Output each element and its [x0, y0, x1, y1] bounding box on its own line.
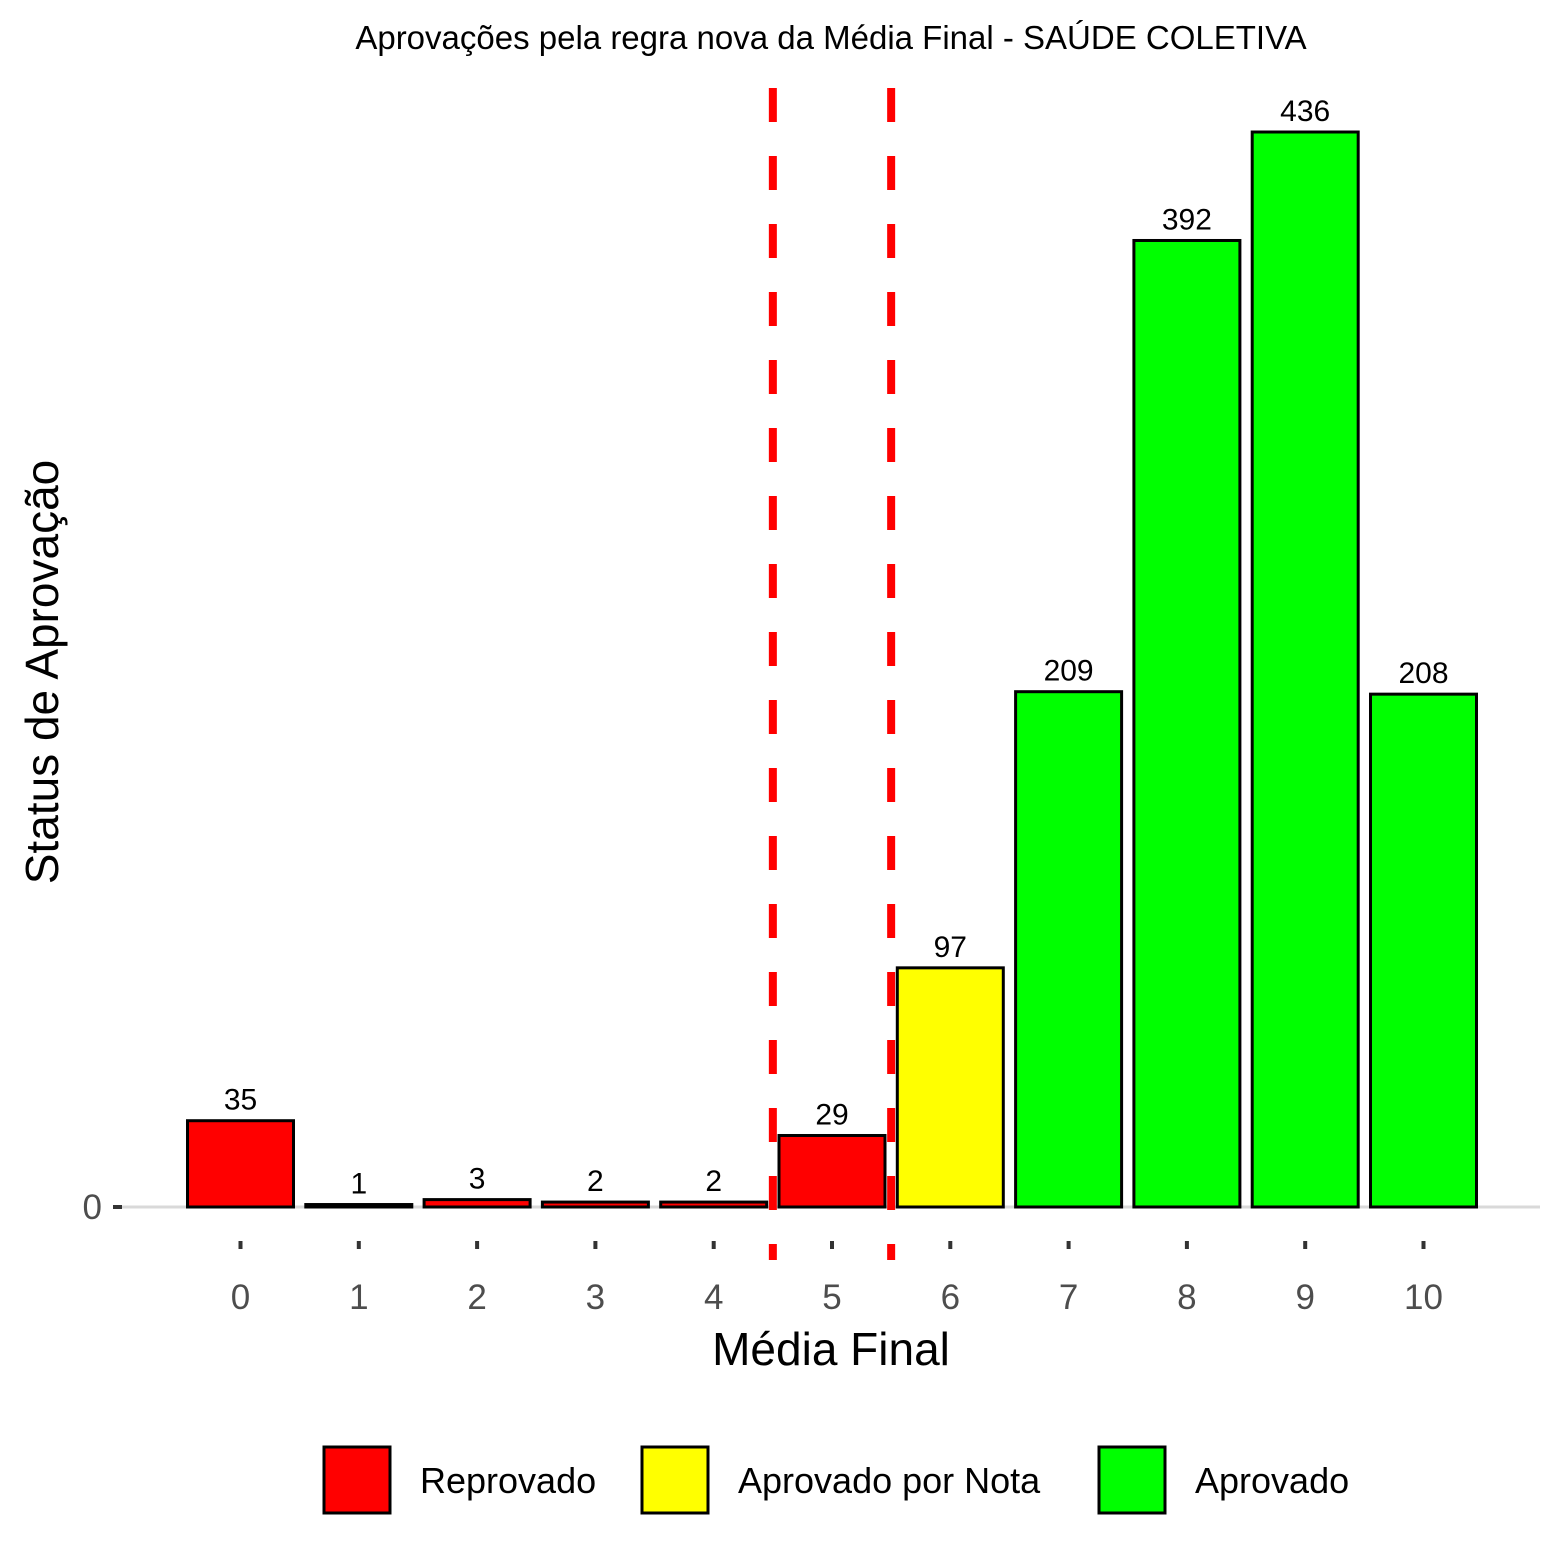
x-tick-label-5: 5 [822, 1278, 841, 1317]
bar-8 [1132, 238, 1242, 1209]
bar-9 [1250, 130, 1360, 1209]
bar-value-label-8: 392 [1162, 203, 1212, 236]
bar-6 [895, 966, 1005, 1209]
x-tick-label-4: 4 [704, 1278, 723, 1317]
bar-value-label-3: 2 [587, 1165, 604, 1198]
bar-value-label-10: 208 [1398, 657, 1448, 690]
legend-swatch-reprovado [322, 1445, 392, 1515]
bar-5 [777, 1133, 887, 1209]
x-tick-label-0: 0 [231, 1278, 250, 1317]
chart-title: Aprovações pela regra nova da Média Fina… [355, 19, 1306, 56]
legend-label-reprovado: Reprovado [420, 1460, 596, 1501]
y-tick-label-0: 0 [83, 1188, 102, 1227]
x-tick-label-7: 7 [1059, 1278, 1078, 1317]
bar-0 [186, 1119, 295, 1209]
bar-value-label-5: 29 [815, 1098, 848, 1131]
bar-value-label-6: 97 [934, 931, 967, 964]
x-tick-label-1: 1 [349, 1278, 368, 1317]
bar-value-label-4: 2 [705, 1165, 722, 1198]
x-tick-label-10: 10 [1404, 1278, 1443, 1317]
bar-3 [540, 1200, 650, 1209]
x-tick-label-8: 8 [1177, 1278, 1196, 1317]
bar-1 [304, 1203, 414, 1209]
x-tick-label-3: 3 [586, 1278, 605, 1317]
bar-4 [659, 1200, 769, 1209]
legend-label-aprovado-por-nota: Aprovado por Nota [738, 1460, 1041, 1501]
bar-value-label-1: 1 [350, 1168, 367, 1201]
bar-2 [422, 1198, 532, 1209]
legend-label-aprovado: Aprovado [1195, 1460, 1349, 1501]
bar-value-label-0: 35 [224, 1084, 257, 1117]
bar-value-label-9: 436 [1280, 95, 1330, 128]
x-tick-label-2: 2 [467, 1278, 486, 1317]
plot-area: 35 1 3 2 2 29 97 209 392 436 208 0 1 2 3 4 5 6 7 8 9 10 0 [83, 88, 1478, 1317]
bar-value-label-2: 3 [469, 1163, 486, 1196]
x-tick-label-9: 9 [1295, 1278, 1314, 1317]
y-axis-title: Status de Aprovação [16, 460, 68, 885]
x-axis-title: Média Final [712, 1323, 950, 1375]
legend-swatch-aprovado [1097, 1445, 1167, 1515]
legend: Reprovado Aprovado por Nota Aprovado [322, 1445, 1349, 1515]
bar-7 [1014, 690, 1124, 1209]
bar-value-label-7: 209 [1044, 655, 1094, 688]
legend-swatch-aprovado-por-nota [640, 1445, 710, 1515]
x-tick-label-6: 6 [941, 1278, 960, 1317]
bar-10 [1369, 692, 1478, 1209]
